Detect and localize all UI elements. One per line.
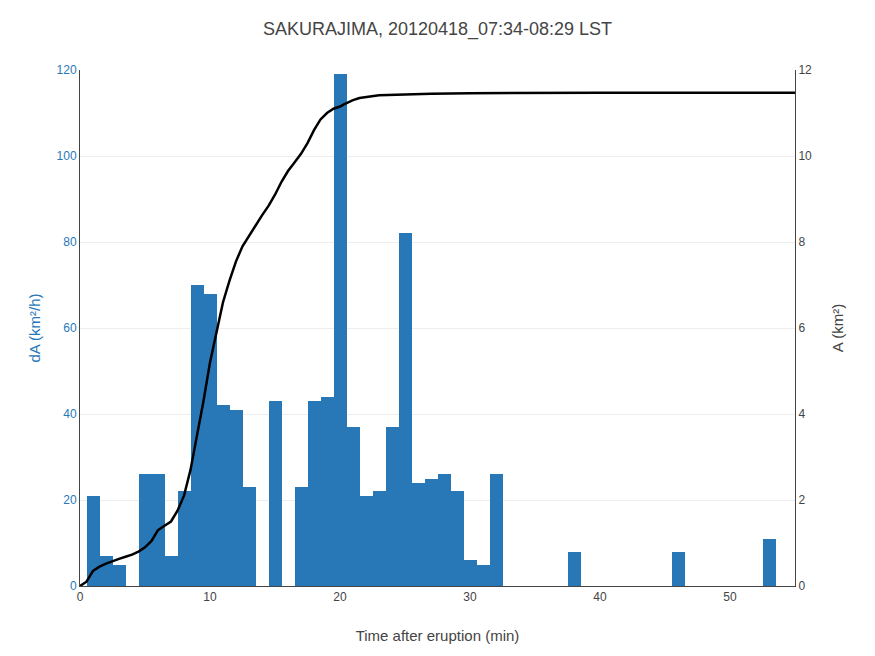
svg-text:50: 50 — [723, 590, 737, 604]
svg-text:6: 6 — [798, 321, 805, 335]
svg-text:A (km²): A (km²) — [829, 304, 846, 352]
svg-text:120: 120 — [57, 63, 77, 77]
svg-text:Time after eruption (min): Time after eruption (min) — [356, 627, 520, 644]
svg-text:SAKURAJIMA, 20120418_07:34-08:: SAKURAJIMA, 20120418_07:34-08:29 LST — [263, 19, 612, 40]
svg-text:20: 20 — [333, 590, 347, 604]
svg-text:4: 4 — [798, 407, 805, 421]
svg-text:0: 0 — [798, 579, 805, 593]
svg-text:80: 80 — [63, 235, 77, 249]
svg-text:8: 8 — [798, 235, 805, 249]
svg-text:10: 10 — [203, 590, 217, 604]
svg-text:60: 60 — [63, 321, 77, 335]
svg-text:2: 2 — [798, 493, 805, 507]
svg-text:30: 30 — [463, 590, 477, 604]
svg-text:40: 40 — [63, 407, 77, 421]
svg-text:dA (km²/h): dA (km²/h) — [26, 293, 43, 362]
svg-text:100: 100 — [57, 149, 77, 163]
svg-text:20: 20 — [63, 493, 77, 507]
svg-text:12: 12 — [798, 63, 812, 77]
svg-text:10: 10 — [798, 149, 812, 163]
svg-text:40: 40 — [593, 590, 607, 604]
svg-text:0: 0 — [70, 579, 77, 593]
svg-text:0: 0 — [77, 590, 84, 604]
